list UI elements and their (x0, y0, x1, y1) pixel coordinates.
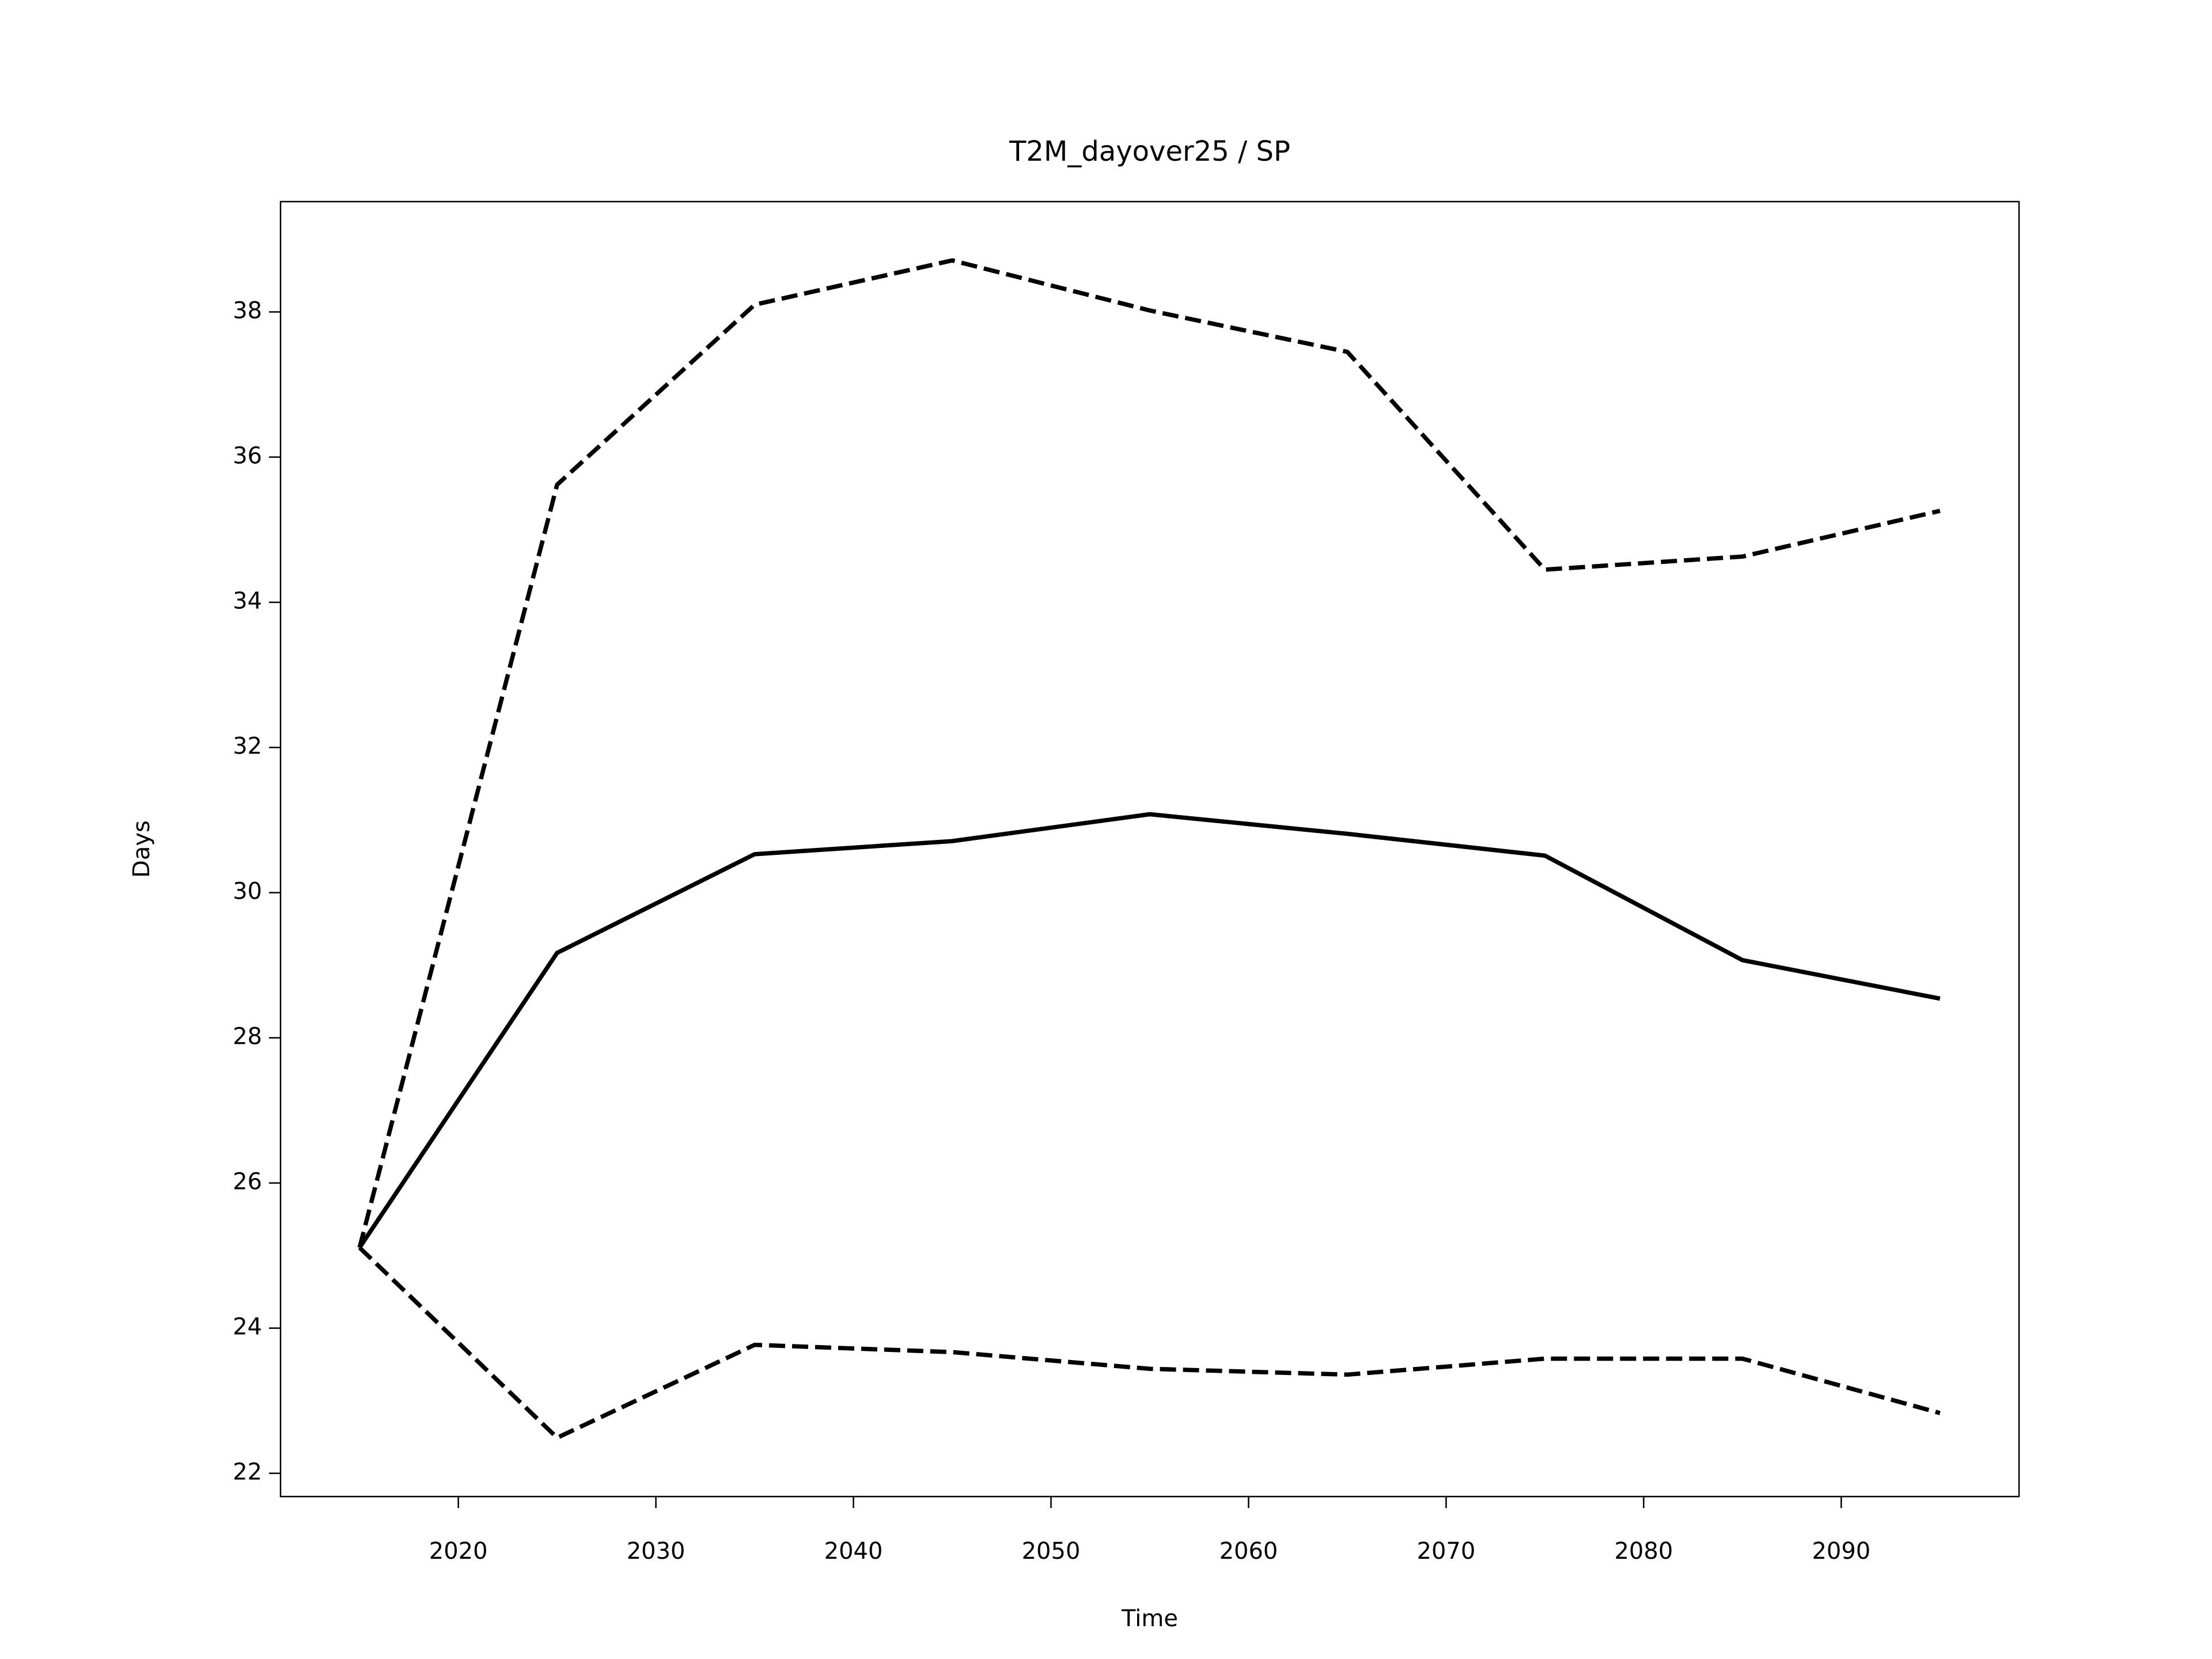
line-series (358, 1246, 1941, 1440)
x-tick-label: 2050 (1022, 1538, 1081, 1565)
x-axis-label: Time (1121, 1605, 1178, 1632)
y-tick-label: 30 (233, 878, 262, 905)
y-tick-label: 22 (233, 1459, 262, 1486)
x-tick-label: 2090 (1812, 1538, 1870, 1565)
y-tick-label: 28 (233, 1024, 262, 1050)
axes-frame (279, 200, 2020, 1498)
y-tick-label: 38 (233, 298, 262, 324)
y-axis-label: Days (128, 820, 155, 878)
x-tick-label: 2070 (1417, 1538, 1476, 1565)
line-series (358, 812, 1941, 1249)
chart-title: T2M_dayover25 / SP (1009, 135, 1290, 168)
y-tick-label: 34 (233, 588, 262, 615)
y-tick-label: 26 (233, 1169, 262, 1195)
x-tick-label: 2060 (1219, 1538, 1278, 1565)
line-series (357, 258, 1941, 1248)
x-tick-label: 2040 (824, 1538, 883, 1565)
x-tick-label: 2080 (1614, 1538, 1673, 1565)
x-tick-label: 2030 (627, 1538, 685, 1565)
y-tick-label: 24 (233, 1314, 262, 1340)
y-tick-label: 36 (233, 443, 262, 469)
x-tick-label: 2020 (429, 1538, 488, 1565)
y-tick-label: 32 (233, 733, 262, 760)
